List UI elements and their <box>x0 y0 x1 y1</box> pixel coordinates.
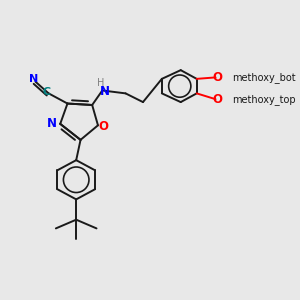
Text: N: N <box>29 74 39 84</box>
Text: methoxy_top: methoxy_top <box>232 94 296 105</box>
Text: O: O <box>99 120 109 133</box>
Text: O: O <box>212 93 222 106</box>
Text: methoxy_bot: methoxy_bot <box>232 72 296 83</box>
Text: H: H <box>97 78 105 88</box>
Text: N: N <box>100 85 110 98</box>
Text: N: N <box>47 117 57 130</box>
Text: C: C <box>42 87 50 97</box>
Text: O: O <box>212 71 222 84</box>
